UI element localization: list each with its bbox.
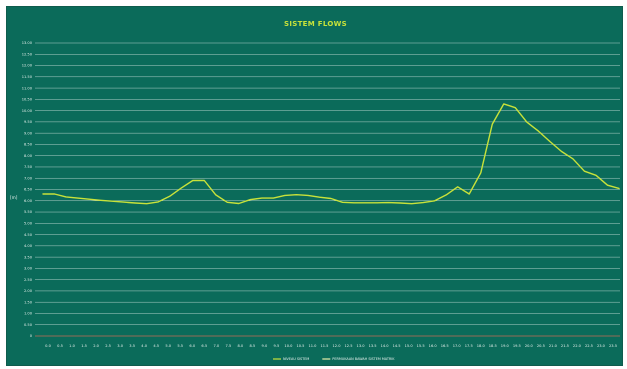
x-tick-label: 9.5 — [274, 344, 280, 348]
y-tick-label: 1.00 — [24, 312, 33, 316]
y-tick-label: 4.50 — [24, 233, 33, 237]
chart-title: SISTEM FLOWS — [284, 20, 347, 28]
y-tick-label: 7.50 — [24, 165, 33, 169]
chart-plot: 0 0.50 1.00 1.50 2.00 2.50 3.00 3.50 4.00 4.50 5.0… — [10, 41, 620, 361]
y-tick-label: 7.00 — [24, 176, 33, 180]
x-tick-label: 19.5 — [513, 344, 521, 348]
x-tick-label: 10.5 — [296, 344, 304, 348]
x-tick-label: 5.5 — [177, 344, 183, 348]
y-tick-label: 0.50 — [24, 323, 33, 327]
x-tick-label: 2.5 — [105, 344, 111, 348]
x-tick-label: 19.0 — [501, 344, 510, 348]
x-tick-label: 23.0 — [597, 344, 606, 348]
y-tick-label: 9.00 — [24, 131, 33, 135]
x-tick-label: 12.0 — [333, 344, 342, 348]
gridlines — [35, 42, 620, 337]
y-axis-ticks: 0 0.50 1.00 1.50 2.00 2.50 3.00 3.50 4.00 4.50 5.0… — [22, 41, 33, 338]
y-tick-label: 10.50 — [22, 98, 33, 102]
x-tick-label: 11.5 — [320, 344, 328, 348]
x-tick-label: 21.5 — [561, 344, 569, 348]
y-tick-label: 12.00 — [22, 64, 33, 68]
x-tick-label: 0.0 — [45, 344, 51, 348]
y-tick-label: 11.50 — [22, 75, 33, 79]
x-tick-label: 15.5 — [417, 344, 425, 348]
y-tick-label: 8.00 — [24, 154, 33, 158]
series-lines — [42, 103, 620, 205]
x-tick-label: 7.5 — [225, 344, 231, 348]
x-tick-label: 20.0 — [525, 344, 534, 348]
x-tick-label: 22.5 — [585, 344, 593, 348]
x-tick-label: 3.5 — [129, 344, 135, 348]
x-tick-label: 13.5 — [369, 344, 377, 348]
y-tick-label: 10.00 — [22, 109, 33, 113]
y-tick-label: 0 — [30, 334, 33, 338]
x-tick-label: 1.5 — [81, 344, 87, 348]
x-tick-label: 14.5 — [393, 344, 401, 348]
y-tick-label: 3.50 — [24, 255, 33, 259]
y-tick-label: 2.00 — [24, 289, 33, 293]
x-tick-label: 20.5 — [537, 344, 545, 348]
y-tick-label: 12.50 — [22, 52, 33, 56]
x-tick-label: 14.0 — [381, 344, 390, 348]
x-tick-label: 5.0 — [165, 344, 171, 348]
x-tick-label: 0.5 — [57, 344, 63, 348]
x-tick-label: 6.5 — [201, 344, 207, 348]
x-tick-label: 8.0 — [237, 344, 243, 348]
x-tick-label: 3.0 — [117, 344, 123, 348]
x-tick-label: 4.0 — [141, 344, 147, 348]
x-tick-label: 2.0 — [93, 344, 99, 348]
y-tick-label: 5.00 — [24, 222, 33, 226]
y-tick-label: 13.00 — [22, 41, 33, 45]
x-tick-label: 11.0 — [308, 344, 317, 348]
x-tick-label: 4.5 — [153, 344, 159, 348]
x-tick-label: 7.0 — [213, 344, 219, 348]
x-axis-ticks: 0.0 0.5 1.0 1.5 2.0 2.5 3.0 3.5 4.0 4.5 5.0 5.5 6.0 6… — [45, 344, 617, 348]
x-tick-label: 17.5 — [465, 344, 473, 348]
legend: NIVEAU SISTEM PERMUKAAN BAWAH SISTEM MATR… — [273, 357, 395, 361]
x-tick-label: 23.5 — [609, 344, 617, 348]
y-tick-label: 2.50 — [24, 278, 33, 282]
x-tick-label: 1.0 — [69, 344, 75, 348]
x-tick-label: 13.0 — [357, 344, 366, 348]
x-tick-label: 17.0 — [453, 344, 462, 348]
x-tick-label: 8.5 — [250, 344, 256, 348]
x-tick-label: 16.5 — [441, 344, 449, 348]
x-tick-label: 15.0 — [405, 344, 414, 348]
chart-frame: SISTEM FLOWS 0 0.50 1.00 1.50 2.00 2.50 3.00 3.… — [6, 6, 623, 366]
legend-entry: NIVEAU SISTEM — [283, 357, 309, 361]
series-line — [42, 103, 620, 205]
legend-entry: PERMUKAAN BAWAH SISTEM MATRIK — [332, 357, 395, 361]
x-tick-label: 6.0 — [189, 344, 195, 348]
x-tick-label: 22.0 — [573, 344, 582, 348]
y-tick-label: 8.50 — [24, 143, 33, 147]
y-tick-label: 4.00 — [24, 244, 33, 248]
y-tick-label: 5.50 — [24, 210, 33, 214]
y-tick-label: 11.00 — [22, 86, 33, 90]
x-tick-label: 18.0 — [477, 344, 486, 348]
y-tick-label: 1.50 — [24, 300, 33, 304]
x-tick-label: 21.0 — [549, 344, 558, 348]
x-tick-label: 16.0 — [429, 344, 438, 348]
y-tick-label: 6.50 — [24, 188, 33, 192]
y-axis-label: [m] — [10, 195, 18, 200]
x-tick-label: 12.5 — [345, 344, 353, 348]
x-tick-label: 18.5 — [489, 344, 497, 348]
y-tick-label: 6.00 — [24, 199, 33, 203]
y-tick-label: 3.00 — [24, 267, 33, 271]
x-tick-label: 9.0 — [262, 344, 268, 348]
x-tick-label: 10.0 — [284, 344, 293, 348]
y-tick-label: 9.50 — [24, 120, 33, 124]
